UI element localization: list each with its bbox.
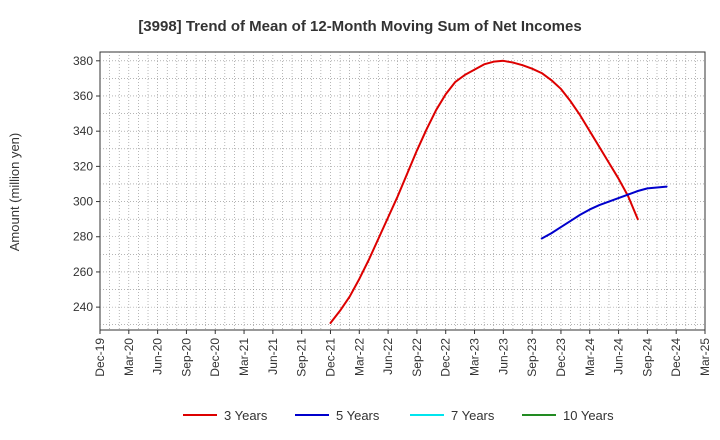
legend-label: 5 Years — [336, 408, 380, 423]
x-tick-label: Sep-23 — [525, 338, 539, 377]
x-tick-label: Mar-21 — [237, 338, 251, 376]
x-tick-label: Jun-22 — [381, 338, 395, 375]
y-tick-label: 380 — [73, 54, 93, 68]
x-tick-label: Sep-22 — [410, 338, 424, 377]
x-axis: Dec-19 Mar-20 Jun-20 Sep-20 Dec-20 Mar-21 Jun-… — [93, 330, 712, 377]
y-tick-label: 340 — [73, 124, 93, 138]
x-tick-label: Dec-21 — [323, 338, 337, 377]
plot-area — [99, 51, 706, 331]
legend-label: 7 Years — [451, 408, 495, 423]
y-axis: 240 260 280 300 320 340 360 380 — [73, 54, 100, 314]
series-lines — [329, 59, 668, 324]
x-tick-label: Dec-20 — [208, 338, 222, 377]
series-line-5-years — [540, 185, 668, 240]
x-tick-label: Sep-24 — [640, 338, 654, 377]
y-axis-label: Amount (million yen) — [7, 133, 22, 252]
legend: 3 Years 5 Years 7 Years 10 Years — [183, 408, 614, 423]
x-tick-label: Sep-20 — [179, 338, 193, 377]
x-tick-label: Jun-24 — [612, 338, 626, 375]
y-tick-label: 240 — [73, 300, 93, 314]
x-tick-label: Dec-23 — [554, 338, 568, 377]
x-tick-label: Jun-20 — [151, 338, 165, 375]
y-tick-label: 320 — [73, 159, 93, 173]
plot-frame — [99, 51, 706, 331]
x-tick-label: Jun-21 — [266, 338, 280, 375]
x-tick-label: Mar-24 — [583, 338, 597, 376]
y-tick-label: 260 — [73, 265, 93, 279]
y-tick-label: 360 — [73, 89, 93, 103]
legend-label: 3 Years — [224, 408, 268, 423]
x-tick-label: Dec-19 — [93, 338, 107, 377]
x-tick-label: Jun-23 — [496, 338, 510, 375]
x-tick-label: Mar-20 — [122, 338, 136, 376]
y-tick-label: 300 — [73, 195, 93, 209]
x-tick-label: Sep-21 — [295, 338, 309, 377]
x-tick-label: Dec-22 — [439, 338, 453, 377]
x-tick-label: Mar-23 — [468, 338, 482, 376]
chart-title: [3998] Trend of Mean of 12-Month Moving … — [138, 18, 581, 35]
grid — [100, 52, 705, 330]
x-tick-label: Dec-24 — [669, 338, 683, 377]
x-tick-label: Mar-25 — [698, 338, 712, 376]
y-tick-label: 280 — [73, 230, 93, 244]
series-line-3-years — [329, 59, 639, 324]
x-tick-label: Mar-22 — [352, 338, 366, 376]
legend-label: 10 Years — [563, 408, 614, 423]
